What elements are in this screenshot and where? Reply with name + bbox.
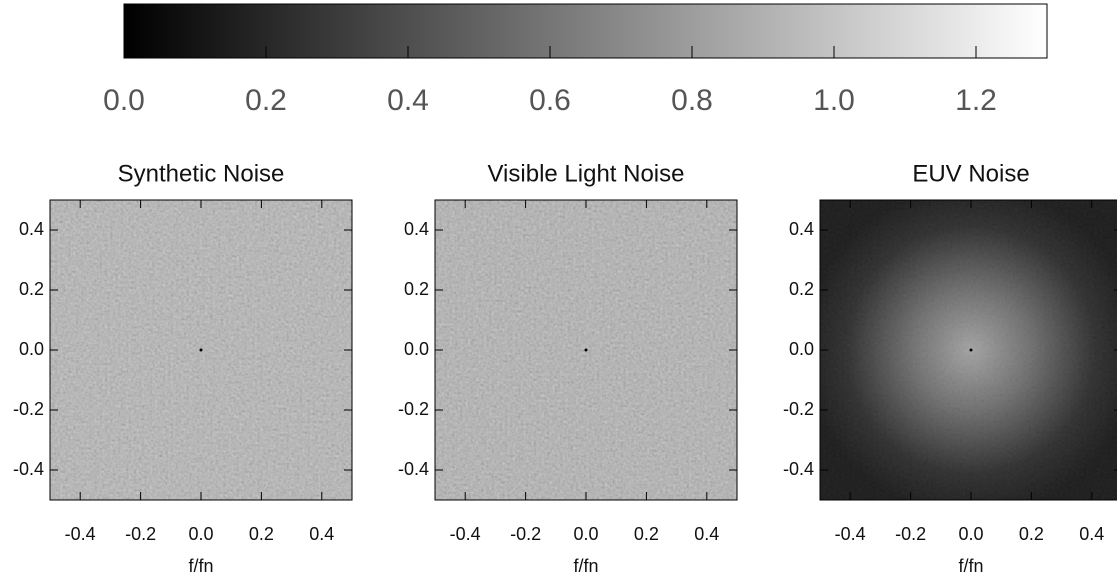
x-axis-label: f/fn xyxy=(188,556,213,576)
x-tick-label: -0.2 xyxy=(510,524,541,544)
y-tick-label: 0.0 xyxy=(404,339,429,359)
colorbar-tick-label: 0.8 xyxy=(671,84,713,117)
y-tick-label: 0.2 xyxy=(404,279,429,299)
y-tick-label: -0.4 xyxy=(398,459,429,479)
x-tick-label: -0.4 xyxy=(65,524,96,544)
y-tick-label: 0.0 xyxy=(19,339,44,359)
x-tick-label: -0.2 xyxy=(895,524,926,544)
x-tick-label: 0.2 xyxy=(1019,524,1044,544)
colorbar-tick-label: 0.4 xyxy=(387,84,429,117)
x-tick-label: 0.2 xyxy=(634,524,659,544)
y-tick-label: -0.4 xyxy=(783,459,814,479)
y-tick-label: 0.2 xyxy=(789,279,814,299)
colorbar-tick-label: 0.0 xyxy=(103,84,145,117)
x-tick-label: -0.4 xyxy=(835,524,866,544)
x-tick-label: 0.2 xyxy=(249,524,274,544)
y-tick-label: 0.4 xyxy=(789,219,814,239)
panel-image xyxy=(820,200,1117,500)
y-tick-label: -0.2 xyxy=(13,399,44,419)
y-tick-label: 0.0 xyxy=(789,339,814,359)
panel-image xyxy=(50,200,352,500)
y-tick-label: -0.2 xyxy=(398,399,429,419)
colorbar-tick-label: 0.6 xyxy=(529,84,571,117)
x-axis-label: f/fn xyxy=(958,556,983,576)
x-tick-label: 0.0 xyxy=(188,524,213,544)
panel-title: Visible Light Noise xyxy=(487,160,684,187)
colorbar-tick-label: 0.2 xyxy=(245,84,287,117)
x-tick-label: -0.4 xyxy=(450,524,481,544)
panel-title: Synthetic Noise xyxy=(118,160,285,187)
y-tick-label: 0.4 xyxy=(19,219,44,239)
y-tick-label: -0.2 xyxy=(783,399,814,419)
panel-title: EUV Noise xyxy=(912,160,1029,187)
x-axis-label: f/fn xyxy=(573,556,598,576)
x-tick-label: 0.4 xyxy=(309,524,334,544)
y-tick-label: -0.4 xyxy=(13,459,44,479)
y-tick-label: 0.4 xyxy=(404,219,429,239)
colorbar-tick-label: 1.0 xyxy=(813,84,855,117)
y-tick-label: 0.2 xyxy=(19,279,44,299)
x-tick-label: 0.4 xyxy=(694,524,719,544)
colorbar xyxy=(123,3,1048,59)
colorbar-tick-label: 1.2 xyxy=(955,84,997,117)
x-tick-label: 0.0 xyxy=(958,524,983,544)
x-tick-label: -0.2 xyxy=(125,524,156,544)
x-tick-label: 0.4 xyxy=(1079,524,1104,544)
x-tick-label: 0.0 xyxy=(573,524,598,544)
panel-image xyxy=(435,200,737,500)
